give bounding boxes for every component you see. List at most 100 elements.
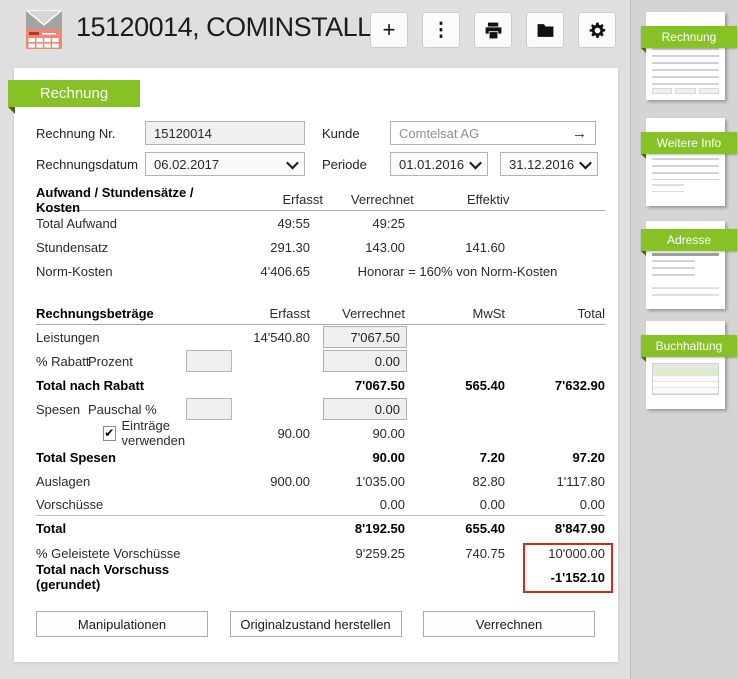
rabatt-label: % Rabatt <box>36 353 90 369</box>
cell-mwst: 655.40 <box>465 521 505 536</box>
folder-icon <box>537 23 553 37</box>
chevron-down-icon <box>574 153 597 175</box>
sidebar-item-rechnung[interactable]: Rechnung <box>641 12 737 100</box>
row-label: Total Spesen <box>36 449 116 465</box>
rabatt-verrechnet-input[interactable] <box>323 350 407 372</box>
cell-verrechnet: 90.00 <box>372 425 405 441</box>
kunde-field[interactable] <box>391 122 572 144</box>
thumbnail-ribbon: Adresse <box>641 229 737 251</box>
row-label: Leistungen <box>36 329 100 345</box>
cell-verrechnet: 9'259.25 <box>355 545 405 561</box>
thumbnail-preview <box>652 363 719 395</box>
tab-rechnung[interactable]: Rechnung <box>8 80 140 107</box>
spesen-label: Spesen <box>36 401 81 417</box>
thumbnail-preview <box>652 260 696 278</box>
aufwand-title: Aufwand / Stundensätze / Kosten <box>36 184 194 215</box>
rabatt-prozent-input[interactable] <box>186 350 232 372</box>
thumbnail-preview <box>652 184 684 192</box>
chevron-down-icon <box>280 153 304 175</box>
originalzustand-herstellen-button[interactable]: Originalzustand herstellen <box>229 611 402 637</box>
periode-bis-value: 31.12.2016 <box>509 156 575 172</box>
kunde-field-wrap: → <box>390 121 596 145</box>
table-row: % Rabatt Prozent <box>36 349 605 373</box>
sidebar-item-buchhaltung[interactable]: Buchhaltung <box>641 321 737 409</box>
chevron-down-icon <box>464 153 487 175</box>
table-row-grand-total: Total 8'192.50 655.40 8'847.90 <box>36 515 605 541</box>
cell-verrechnet: 8'192.50 <box>354 521 405 536</box>
tab-label: Rechnung <box>39 85 109 102</box>
spesen-verrechnet-input[interactable] <box>323 398 407 420</box>
row-label: Total Aufwand <box>36 215 117 231</box>
cell-erfasst: 4'406.65 <box>260 263 310 279</box>
cell-verrechnet: 1'035.00 <box>355 473 405 489</box>
col-verrechnet: Verrechnet <box>350 192 414 207</box>
cell-verrechnet: 0.00 <box>379 496 405 512</box>
thumbnail-ribbon: Weitere Info <box>641 132 737 154</box>
thumbnail-preview <box>652 253 719 256</box>
sidebar-item-adresse[interactable]: Adresse <box>641 221 737 309</box>
col-mwst: MwSt <box>472 306 506 321</box>
rechnung-nr-label: Rechnung Nr. <box>36 125 116 141</box>
leistungen-verrechnet-input[interactable] <box>323 326 407 348</box>
pauschal-label: Pauschal % <box>88 401 157 417</box>
table-row-final: Total nach Vorschuss (gerundet) -1'152.1… <box>36 562 605 592</box>
cell-total: 8'847.90 <box>554 521 605 536</box>
table-row: Total Aufwand 49:55 49:25 <box>36 211 605 235</box>
manipulationen-button[interactable]: Manipulationen <box>36 611 208 637</box>
periode-von-select[interactable]: 01.01.2016 <box>390 152 488 176</box>
spesen-pauschal-input[interactable] <box>186 398 232 420</box>
col-effektiv: Effektiv <box>467 192 510 207</box>
invoice-panel: Rechnung Rechnung Nr. Kunde → Rechnungsd… <box>8 68 618 662</box>
goto-customer-arrow-icon[interactable]: → <box>572 124 587 142</box>
rechnung-nr-field-wrap <box>145 121 305 145</box>
page-title: 15120014, COMINSTALL <box>76 12 372 42</box>
invoice-icon <box>26 10 62 49</box>
ribbon-fold <box>641 48 646 53</box>
col-erfasst: Erfasst <box>282 192 323 207</box>
cell-mwst: 7.20 <box>479 449 505 465</box>
add-button[interactable]: + <box>370 12 408 48</box>
more-options-button[interactable]: ⋮ <box>422 12 460 48</box>
table-row: ✔ Einträge verwenden 90.00 90.00 <box>36 418 605 448</box>
cell-mwst: 0.00 <box>479 496 505 512</box>
cell-verrechnet: 143.00 <box>365 239 405 255</box>
cell-mwst: 82.80 <box>472 473 505 489</box>
rechnungsdatum-value: 06.02.2017 <box>154 156 220 172</box>
kunde-label: Kunde <box>322 125 360 141</box>
form-row-2: Rechnungsdatum 06.02.2017 Periode 01.01.… <box>36 152 605 176</box>
window-header: 15120014, COMINSTALL + ⋮ <box>0 0 630 60</box>
periode-bis-select[interactable]: 31.12.2016 <box>500 152 598 176</box>
row-label: Total <box>36 521 67 536</box>
table-row: Norm-Kosten 4'406.65 Honorar = 160% von … <box>36 259 605 283</box>
ribbon-fold <box>8 107 15 114</box>
row-label: Auslagen <box>36 473 91 489</box>
verrechnen-button[interactable]: Verrechnen <box>423 611 595 637</box>
cell-total: 1'117.80 <box>556 473 605 489</box>
print-button[interactable] <box>474 12 512 48</box>
rechnungsdatum-select[interactable]: 06.02.2017 <box>145 152 305 176</box>
page-thumbnail-sidebar: Rechnung Weitere Info Adresse <box>630 0 738 679</box>
thumbnail-preview <box>652 48 719 86</box>
honorar-note: Honorar = 160% von Norm-Kosten <box>357 263 558 279</box>
folder-button[interactable] <box>526 12 564 48</box>
sidebar-item-weitere-info[interactable]: Weitere Info <box>641 118 737 206</box>
rechnung-nr-field[interactable] <box>146 122 304 144</box>
printer-icon <box>485 22 501 38</box>
cell-erfasst: 49:55 <box>277 215 310 231</box>
plus-icon: + <box>382 17 396 42</box>
eintraege-verwenden-checkbox[interactable]: ✔ <box>103 425 116 441</box>
cell-mwst: 740.75 <box>465 545 505 561</box>
cell-total: 0.00 <box>579 496 605 512</box>
table-row: Stundensatz 291.30 143.00 141.60 <box>36 235 605 259</box>
settings-button[interactable] <box>578 12 616 48</box>
check-icon: ✔ <box>104 426 115 440</box>
table-row: % Geleistete Vorschüsse 9'259.25 740.75 … <box>36 541 605 565</box>
thumbnail-ribbon: Buchhaltung <box>641 335 737 357</box>
table-row-total: Total nach Rabatt 7'067.50 565.40 7'632.… <box>36 373 605 397</box>
gear-icon <box>589 22 605 38</box>
ribbon-fold <box>641 154 646 159</box>
ribbon-fold <box>641 251 646 256</box>
cell-erfasst: 14'540.80 <box>253 329 310 345</box>
thumbnail-preview <box>652 158 719 180</box>
